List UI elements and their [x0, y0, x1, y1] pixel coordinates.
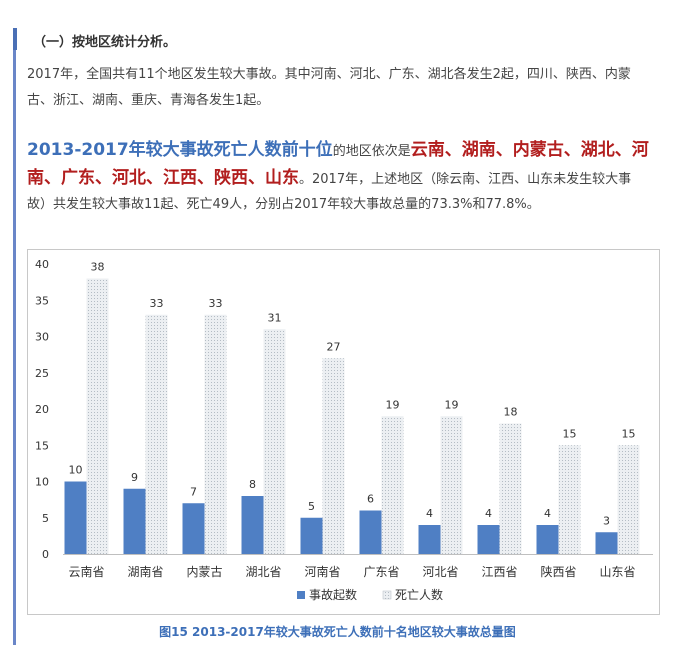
- data-label-accidents: 4: [485, 507, 492, 520]
- paragraph-line: 南、广东、河北、江西、陕西、山东。2017年，上述地区（除云南、江西、山东未发生…: [27, 164, 675, 192]
- paragraph-line: 古、浙江、湖南、重庆、青海各发生1起。: [27, 93, 270, 108]
- y-tick-label: 30: [35, 331, 49, 344]
- data-label-deaths: 18: [504, 406, 518, 419]
- bar-deaths: [558, 445, 581, 554]
- paragraph-text: 。2017年，上述地区（除云南、江西、山东未发生较大事: [299, 172, 632, 187]
- x-tick-label: 湖北省: [245, 564, 281, 579]
- highlight-regions: 南、广东、河北、江西、陕西、山东: [27, 168, 299, 188]
- legend-swatch-deaths: [382, 590, 392, 600]
- bar-deaths: [322, 358, 345, 554]
- y-tick-label: 35: [35, 294, 49, 307]
- data-label-accidents: 4: [544, 507, 551, 520]
- paragraph-region-summary: 2017年，全国共有11个地区发生较大事故。其中河南、河北、广东、湖北各发生2起…: [27, 62, 675, 114]
- y-tick-label: 15: [35, 439, 49, 452]
- bar-accidents: [418, 525, 441, 554]
- bar-accidents: [182, 503, 205, 554]
- data-label-deaths: 33: [209, 297, 223, 310]
- heading-accent-marker: [13, 28, 17, 50]
- y-tick-label: 20: [35, 403, 49, 416]
- connector-text: 的地区依次是: [332, 144, 411, 159]
- bar-deaths: [204, 314, 227, 554]
- bar-accidents: [477, 525, 500, 554]
- data-label-accidents: 4: [426, 507, 433, 520]
- data-label-accidents: 9: [131, 471, 138, 484]
- x-tick-label: 陕西省: [540, 564, 576, 579]
- x-tick-label: 湖南省: [127, 564, 163, 579]
- figure-caption: 图15 2013-2017年较大事故死亡人数前十名地区较大事故总量图: [159, 625, 516, 639]
- x-tick-label: 河南省: [304, 564, 340, 579]
- data-label-accidents: 7: [190, 485, 197, 498]
- bar-accidents: [241, 496, 264, 554]
- bar-deaths: [263, 329, 286, 554]
- legend-label-deaths: 死亡人数: [395, 587, 443, 602]
- left-accent-bar: [13, 28, 16, 645]
- bar-accidents: [123, 488, 146, 554]
- data-label-accidents: 3: [603, 514, 610, 527]
- bar-deaths: [86, 278, 109, 554]
- legend-label-accidents: 事故起数: [309, 587, 357, 602]
- bar-accidents: [64, 481, 87, 554]
- bar-deaths: [381, 416, 404, 554]
- x-tick-label: 广东省: [363, 565, 399, 579]
- x-tick-label: 山东省: [599, 565, 635, 579]
- paragraph-line: 2013-2017年较大事故死亡人数前十位的地区依次是云南、湖南、内蒙古、湖北、…: [27, 136, 675, 164]
- data-label-accidents: 6: [367, 493, 374, 506]
- data-label-accidents: 8: [249, 478, 256, 491]
- x-tick-label: 江西省: [481, 565, 517, 579]
- bar-chart: 05101520253035401038云南省933湖南省733内蒙古831湖北…: [35, 258, 653, 602]
- y-tick-label: 40: [35, 258, 49, 271]
- y-tick-label: 25: [35, 367, 49, 380]
- data-label-deaths: 15: [622, 427, 636, 440]
- y-tick-label: 0: [42, 548, 49, 561]
- paragraph-line: 故）共发生较大事故11起、死亡49人，分别占2017年较大事故总量的73.3%和…: [27, 197, 540, 212]
- highlight-title: 2013-2017年较大事故死亡人数前十位: [27, 140, 333, 160]
- x-tick-label: 云南省: [68, 564, 104, 579]
- bar-deaths: [440, 416, 463, 554]
- x-tick-label: 内蒙古: [186, 564, 222, 579]
- y-tick-label: 10: [35, 476, 49, 489]
- bar-deaths: [499, 423, 522, 554]
- data-label-deaths: 31: [268, 311, 282, 324]
- y-tick-label: 5: [42, 512, 49, 525]
- bar-deaths: [617, 445, 640, 554]
- bar-accidents: [536, 525, 559, 554]
- data-label-deaths: 19: [386, 398, 400, 411]
- data-label-deaths: 15: [563, 427, 577, 440]
- data-label-accidents: 10: [69, 464, 83, 477]
- data-label-deaths: 38: [91, 261, 105, 274]
- bar-accidents: [300, 517, 323, 554]
- bar-accidents: [359, 510, 382, 554]
- data-label-deaths: 19: [445, 398, 459, 411]
- data-label-deaths: 33: [150, 297, 164, 310]
- section-heading: （一）按地区统计分析。: [33, 35, 177, 50]
- x-tick-label: 河北省: [422, 565, 458, 579]
- data-label-accidents: 5: [308, 500, 315, 513]
- highlight-regions: 云南、湖南、内蒙古、湖北、河: [410, 140, 649, 160]
- bar-accidents: [595, 532, 618, 554]
- data-label-deaths: 27: [327, 340, 341, 353]
- legend-swatch-accidents: [297, 591, 305, 599]
- paragraph-line: 2017年，全国共有11个地区发生较大事故。其中河南、河北、广东、湖北各发生2起…: [27, 67, 631, 82]
- chart-frame: 0 5 10 15 20 25 30 35 40 10 38 云南省 9 33 湖南省 7 33 内蒙古 8 31 湖北…: [27, 249, 660, 615]
- bar-deaths: [145, 314, 168, 554]
- paragraph-top-ten: 2013-2017年较大事故死亡人数前十位的地区依次是云南、湖南、内蒙古、湖北、…: [27, 136, 675, 218]
